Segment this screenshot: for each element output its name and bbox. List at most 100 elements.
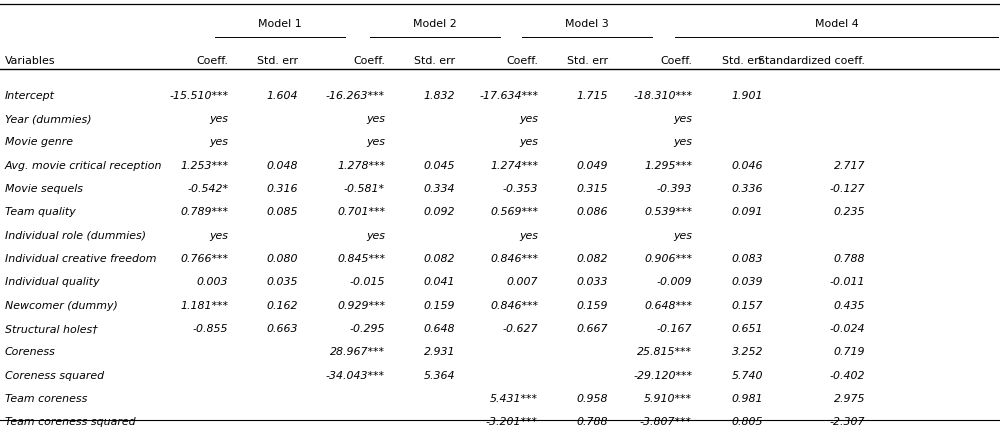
Text: -3.807***: -3.807*** (640, 417, 692, 427)
Text: Movie genre: Movie genre (5, 137, 73, 147)
Text: 0.080: 0.080 (266, 254, 298, 264)
Text: 0.663: 0.663 (266, 324, 298, 334)
Text: 0.046: 0.046 (732, 161, 763, 171)
Text: 0.159: 0.159 (424, 301, 455, 311)
Text: yes: yes (209, 231, 228, 241)
Text: Individual role (dummies): Individual role (dummies) (5, 231, 146, 241)
Text: 0.958: 0.958 (576, 394, 608, 404)
Text: -0.393: -0.393 (656, 184, 692, 194)
Text: 0.157: 0.157 (732, 301, 763, 311)
Text: Individual quality: Individual quality (5, 277, 100, 287)
Text: yes: yes (366, 137, 385, 147)
Text: 3.252: 3.252 (732, 347, 763, 357)
Text: -0.167: -0.167 (656, 324, 692, 334)
Text: Movie sequels: Movie sequels (5, 184, 83, 194)
Text: -0.127: -0.127 (830, 184, 865, 194)
Text: 0.316: 0.316 (266, 184, 298, 194)
Text: Avg. movie critical reception: Avg. movie critical reception (5, 161, 162, 171)
Text: Std. err: Std. err (722, 56, 763, 66)
Text: Newcomer (dummy): Newcomer (dummy) (5, 301, 118, 311)
Text: 0.667: 0.667 (576, 324, 608, 334)
Text: 0.906***: 0.906*** (644, 254, 692, 264)
Text: Team coreness squared: Team coreness squared (5, 417, 136, 427)
Text: -3.201***: -3.201*** (486, 417, 538, 427)
Text: Variables: Variables (5, 56, 56, 66)
Text: 0.719: 0.719 (834, 347, 865, 357)
Text: Model 1: Model 1 (258, 19, 302, 29)
Text: Coreness squared: Coreness squared (5, 371, 104, 381)
Text: yes: yes (673, 114, 692, 124)
Text: 0.334: 0.334 (424, 184, 455, 194)
Text: 0.045: 0.045 (424, 161, 455, 171)
Text: 0.162: 0.162 (266, 301, 298, 311)
Text: 0.805: 0.805 (732, 417, 763, 427)
Text: 0.846***: 0.846*** (490, 254, 538, 264)
Text: 1.278***: 1.278*** (337, 161, 385, 171)
Text: 0.648***: 0.648*** (644, 301, 692, 311)
Text: -2.307: -2.307 (830, 417, 865, 427)
Text: 5.910***: 5.910*** (644, 394, 692, 404)
Text: yes: yes (519, 114, 538, 124)
Text: Coeff.: Coeff. (196, 56, 228, 66)
Text: 0.789***: 0.789*** (180, 207, 228, 217)
Text: 1.181***: 1.181*** (180, 301, 228, 311)
Text: 0.981: 0.981 (732, 394, 763, 404)
Text: Std. err: Std. err (567, 56, 608, 66)
Text: yes: yes (673, 231, 692, 241)
Text: 0.082: 0.082 (576, 254, 608, 264)
Text: 1.901: 1.901 (732, 91, 763, 101)
Text: Model 2: Model 2 (413, 19, 457, 29)
Text: Team quality: Team quality (5, 207, 76, 217)
Text: 0.159: 0.159 (576, 301, 608, 311)
Text: -0.581*: -0.581* (344, 184, 385, 194)
Text: 0.435: 0.435 (834, 301, 865, 311)
Text: 0.845***: 0.845*** (337, 254, 385, 264)
Text: 0.539***: 0.539*** (644, 207, 692, 217)
Text: 0.336: 0.336 (732, 184, 763, 194)
Text: 0.766***: 0.766*** (180, 254, 228, 264)
Text: 0.035: 0.035 (266, 277, 298, 287)
Text: -0.855: -0.855 (192, 324, 228, 334)
Text: yes: yes (519, 137, 538, 147)
Text: Std. err: Std. err (257, 56, 298, 66)
Text: -0.024: -0.024 (830, 324, 865, 334)
Text: 5.740: 5.740 (732, 371, 763, 381)
Text: 0.033: 0.033 (576, 277, 608, 287)
Text: Model 4: Model 4 (815, 19, 859, 29)
Text: Year (dummies): Year (dummies) (5, 114, 92, 124)
Text: 0.648: 0.648 (424, 324, 455, 334)
Text: 0.007: 0.007 (507, 277, 538, 287)
Text: 28.967***: 28.967*** (330, 347, 385, 357)
Text: 25.815***: 25.815*** (637, 347, 692, 357)
Text: 0.083: 0.083 (732, 254, 763, 264)
Text: -0.402: -0.402 (830, 371, 865, 381)
Text: 1.295***: 1.295*** (644, 161, 692, 171)
Text: 0.788: 0.788 (834, 254, 865, 264)
Text: 0.086: 0.086 (576, 207, 608, 217)
Text: -16.263***: -16.263*** (326, 91, 385, 101)
Text: 0.003: 0.003 (196, 277, 228, 287)
Text: Individual creative freedom: Individual creative freedom (5, 254, 156, 264)
Text: yes: yes (519, 231, 538, 241)
Text: -0.627: -0.627 (503, 324, 538, 334)
Text: 1.832: 1.832 (424, 91, 455, 101)
Text: 2.931: 2.931 (424, 347, 455, 357)
Text: Structural holes†: Structural holes† (5, 324, 98, 334)
Text: 0.846***: 0.846*** (490, 301, 538, 311)
Text: -17.634***: -17.634*** (479, 91, 538, 101)
Text: -0.015: -0.015 (350, 277, 385, 287)
Text: -0.542*: -0.542* (187, 184, 228, 194)
Text: 0.091: 0.091 (732, 207, 763, 217)
Text: 0.041: 0.041 (424, 277, 455, 287)
Text: 5.364: 5.364 (424, 371, 455, 381)
Text: 0.315: 0.315 (576, 184, 608, 194)
Text: 0.569***: 0.569*** (490, 207, 538, 217)
Text: Coeff.: Coeff. (660, 56, 692, 66)
Text: 1.604: 1.604 (266, 91, 298, 101)
Text: -18.310***: -18.310*** (633, 91, 692, 101)
Text: 1.715: 1.715 (576, 91, 608, 101)
Text: 0.092: 0.092 (424, 207, 455, 217)
Text: 1.253***: 1.253*** (180, 161, 228, 171)
Text: yes: yes (209, 114, 228, 124)
Text: Std. err: Std. err (414, 56, 455, 66)
